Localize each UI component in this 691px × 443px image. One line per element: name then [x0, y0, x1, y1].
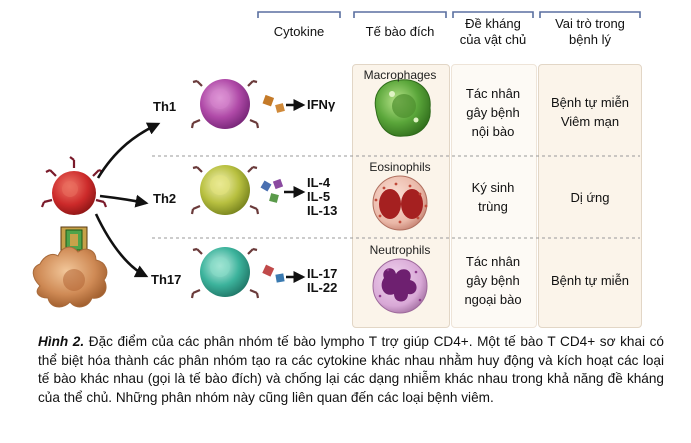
- caption-text: Đặc điểm của các phân nhóm tế bào lympho…: [38, 334, 664, 405]
- secretion-arrows: [284, 99, 306, 283]
- subset-label-th1: Th1: [153, 99, 177, 114]
- caption-title: Hình 2.: [38, 334, 85, 349]
- header-target-cell: Tế bào đích: [365, 24, 435, 39]
- differentiation-arrows: [94, 122, 161, 278]
- th2-cell-icon: [190, 165, 260, 215]
- cytokines-th1: IFNγ: [307, 97, 336, 112]
- target-cell-th17: Neutrophils: [369, 243, 431, 257]
- host-defense-panel: [451, 64, 537, 328]
- cytokines-th17: IL-17 IL-22: [307, 266, 338, 295]
- subset-label-th2: Th2: [153, 191, 177, 206]
- target-cell-th1: Macrophages: [363, 68, 437, 82]
- cytokines-th2: IL-4 IL-5 IL-13: [307, 175, 338, 218]
- host-defense-th1: Tác nhân gây bệnh nội bào: [465, 85, 521, 139]
- subset-label-th17: Th17: [151, 272, 182, 287]
- host-defense-th2: Ký sinh trùng: [471, 180, 515, 214]
- disease-role-th1: Bệnh tự miễn Viêm mạn: [550, 95, 630, 129]
- header-host-defense: Đề kháng của vật chủ: [459, 16, 527, 47]
- th2-cytokine-granules-icon: [260, 178, 284, 203]
- header-disease-role: Vai trò trong bệnh lý: [555, 16, 625, 47]
- eosinophil-icon: [372, 175, 428, 231]
- th17-cell-icon: [190, 247, 260, 299]
- naive-t-cell-icon: [40, 156, 108, 215]
- disease-role-th2: Dị ứng: [570, 189, 610, 205]
- neutrophil-icon: [372, 258, 428, 314]
- figure-caption: Hình 2. Đặc điểm của các phân nhóm tế bà…: [38, 333, 664, 407]
- th1-cell-icon: [190, 79, 260, 129]
- header-cytokine: Cytokine: [273, 24, 325, 39]
- disease-role-th17: Bệnh tự miễn: [550, 272, 630, 288]
- disease-role-panel: [538, 64, 642, 328]
- th17-cytokine-granules-icon: [262, 264, 285, 283]
- host-defense-th17: Tác nhân gây bệnh ngoại bào: [464, 253, 522, 307]
- target-cell-th2: Eosinophils: [369, 160, 431, 174]
- header-brackets: [257, 11, 641, 18]
- th1-cytokine-granules-icon: [262, 94, 285, 113]
- macrophage-icon: [374, 79, 431, 137]
- dendritic-cell-icon: [32, 246, 108, 308]
